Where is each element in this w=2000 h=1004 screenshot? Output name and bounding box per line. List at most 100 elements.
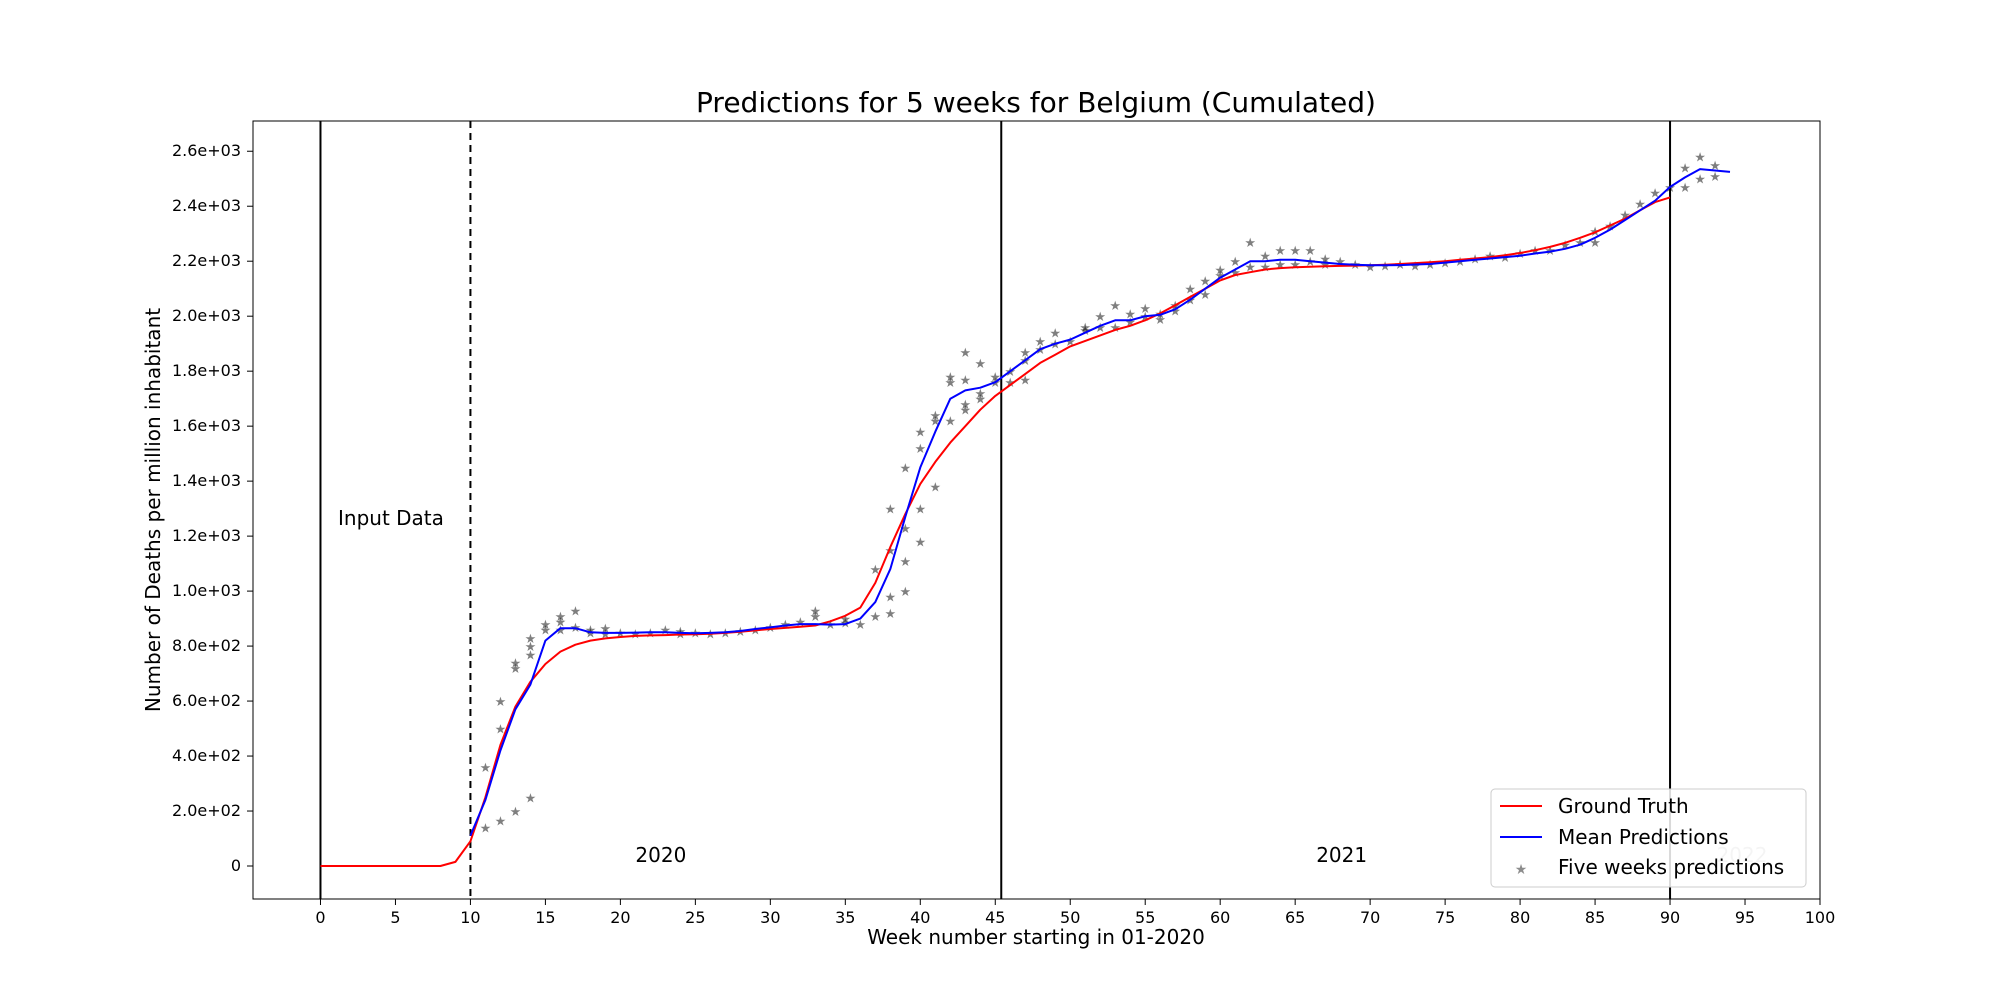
prediction-point: ★ [1274, 244, 1286, 259]
prediction-point: ★ [660, 624, 672, 639]
y-tick-label: 6.0e+02 [172, 691, 241, 710]
prediction-point: ★ [1214, 263, 1226, 278]
prediction-point: ★ [1379, 259, 1391, 274]
prediction-point: ★ [1184, 283, 1196, 298]
prediction-point: ★ [974, 357, 986, 372]
y-axis-label: Number of Deaths per million inhabitant [141, 308, 165, 712]
legend-label-five-weeks-predictions: Five weeks predictions [1558, 855, 1784, 879]
y-tick-label: 8.0e+02 [172, 636, 241, 655]
prediction-point: ★ [1409, 259, 1421, 274]
prediction-point: ★ [495, 723, 507, 738]
prediction-point: ★ [959, 398, 971, 413]
prediction-point: ★ [899, 555, 911, 570]
prediction-point: ★ [959, 373, 971, 388]
prediction-point: ★ [1709, 170, 1721, 185]
legend: Ground Truth Mean Predictions ★ Five wee… [1490, 788, 1807, 888]
prediction-point: ★ [555, 610, 567, 625]
prediction-point: ★ [929, 415, 941, 430]
x-tick-label: 20 [610, 908, 630, 927]
legend-box [1490, 788, 1807, 888]
prediction-point: ★ [1679, 181, 1691, 196]
prediction-point: ★ [884, 591, 896, 606]
prediction-point: ★ [1214, 269, 1226, 284]
prediction-point: ★ [1004, 365, 1016, 380]
prediction-point: ★ [989, 376, 1001, 391]
y-tick-label: 1.8e+03 [172, 361, 241, 380]
prediction-point: ★ [525, 791, 537, 806]
prediction-point: ★ [1259, 250, 1271, 265]
prediction-point: ★ [555, 615, 567, 630]
prediction-point: ★ [1424, 258, 1436, 273]
prediction-point: ★ [1649, 186, 1661, 201]
prediction-point: ★ [944, 371, 956, 386]
y-tick-label: 1.2e+03 [172, 526, 241, 545]
annotation-input-data: Input Data [338, 506, 444, 530]
prediction-point: ★ [480, 822, 492, 837]
prediction-point: ★ [540, 624, 552, 639]
x-tick-label: 15 [535, 908, 555, 927]
prediction-point: ★ [1679, 162, 1691, 177]
prediction-point: ★ [1124, 316, 1136, 331]
prediction-point: ★ [1019, 373, 1031, 388]
prediction-point: ★ [899, 461, 911, 476]
y-tick-label: 4.0e+02 [172, 746, 241, 765]
y-tick-label: 0 [231, 856, 241, 875]
prediction-point: ★ [1244, 236, 1256, 251]
prediction-point: ★ [869, 610, 881, 625]
x-tick-label: 50 [1060, 908, 1080, 927]
prediction-point: ★ [929, 409, 941, 424]
prediction-point: ★ [884, 544, 896, 559]
prediction-point: ★ [1589, 236, 1601, 251]
prediction-point: ★ [1139, 302, 1151, 317]
y-tick-label: 2.2e+03 [172, 251, 241, 270]
y-tick-label: 2.0e+02 [172, 801, 241, 820]
x-tick-label: 100 [1805, 908, 1836, 927]
prediction-point: ★ [600, 628, 612, 643]
prediction-point: ★ [944, 415, 956, 430]
y-tick-label: 2.4e+03 [172, 196, 241, 215]
prediction-point: ★ [570, 604, 582, 619]
prediction-point: ★ [914, 426, 926, 441]
prediction-point: ★ [884, 607, 896, 622]
mean-predictions-line [469, 168, 1731, 837]
prediction-point: ★ [1049, 338, 1061, 353]
x-tick-label: 70 [1360, 908, 1380, 927]
prediction-point: ★ [1334, 255, 1346, 270]
prediction-point: ★ [944, 376, 956, 391]
prediction-point: ★ [989, 371, 1001, 386]
prediction-point: ★ [525, 632, 537, 647]
prediction-point: ★ [1019, 354, 1031, 369]
prediction-point: ★ [1064, 335, 1076, 350]
prediction-point: ★ [854, 618, 866, 633]
y-tick-label: 1.6e+03 [172, 416, 241, 435]
annotation-2021: 2021 [1316, 843, 1367, 867]
prediction-point: ★ [1454, 255, 1466, 270]
prediction-point: ★ [974, 393, 986, 408]
prediction-point: ★ [585, 626, 597, 641]
x-tick-label: 75 [1435, 908, 1455, 927]
prediction-point: ★ [809, 604, 821, 619]
plot-frame [252, 120, 1821, 900]
x-tick-label: 0 [315, 908, 325, 927]
prediction-point: ★ [510, 662, 522, 677]
prediction-point: ★ [645, 626, 657, 641]
prediction-point: ★ [1604, 219, 1616, 234]
prediction-point: ★ [1304, 255, 1316, 270]
prediction-point: ★ [1274, 258, 1286, 273]
prediction-point: ★ [1049, 327, 1061, 342]
prediction-point: ★ [1499, 251, 1511, 266]
prediction-point: ★ [1319, 252, 1331, 267]
prediction-point: ★ [1199, 288, 1211, 303]
prediction-point: ★ [585, 624, 597, 639]
prediction-point: ★ [899, 522, 911, 537]
x-tick-label: 10 [460, 908, 480, 927]
y-tick-label: 2.6e+03 [172, 141, 241, 160]
prediction-point: ★ [1079, 321, 1091, 336]
prediction-point: ★ [1229, 255, 1241, 270]
prediction-point: ★ [914, 442, 926, 457]
prediction-point: ★ [540, 618, 552, 633]
x-tick-label: 25 [685, 908, 705, 927]
prediction-point: ★ [929, 481, 941, 496]
